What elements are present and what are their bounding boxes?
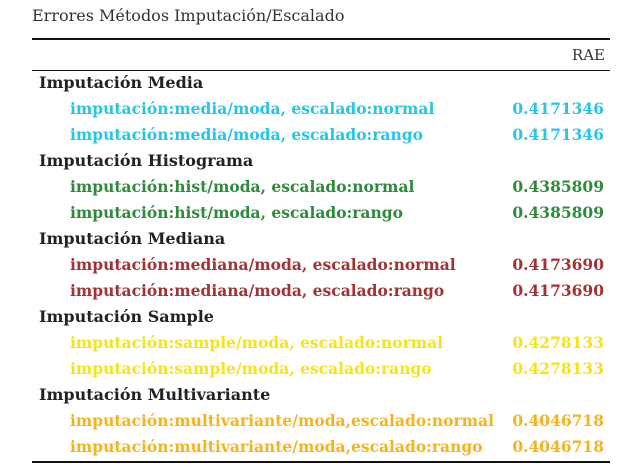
- row-label: imputación:multivariante/moda,escalado:n…: [70, 411, 494, 430]
- table-row: imputación:media/moda, escalado:rango 0.…: [32, 122, 610, 148]
- group-title: Imputación Sample: [39, 307, 214, 326]
- row-value: 0.4278133: [512, 333, 604, 352]
- row-label: imputación:multivariante/moda,escalado:r…: [70, 437, 483, 456]
- group-multivariante: Imputación Multivariante imputación:mult…: [32, 382, 610, 460]
- table-row: imputación:hist/moda, escalado:normal 0.…: [32, 174, 610, 200]
- group-mediana: Imputación Mediana imputación:mediana/mo…: [32, 226, 610, 304]
- row-value: 0.4385809: [512, 177, 604, 196]
- row-label: imputación:mediana/moda, escalado:rango: [70, 281, 445, 300]
- table-row: imputación:mediana/moda, escalado:normal…: [32, 252, 610, 278]
- row-label: imputación:sample/moda, escalado:rango: [70, 359, 432, 378]
- table-row: imputación:multivariante/moda,escalado:n…: [32, 408, 610, 434]
- table-row: imputación:mediana/moda, escalado:rango …: [32, 278, 610, 304]
- group-title: Imputación Mediana: [39, 229, 226, 248]
- row-value: 0.4173690: [512, 281, 604, 300]
- table-row: imputación:sample/moda, escalado:normal …: [32, 330, 610, 356]
- row-label: imputación:sample/moda, escalado:normal: [70, 333, 444, 352]
- row-value: 0.4171346: [512, 125, 604, 144]
- row-value: 0.4046718: [512, 411, 604, 430]
- row-label: imputación:hist/moda, escalado:normal: [70, 177, 415, 196]
- table-row: imputación:sample/moda, escalado:rango 0…: [32, 356, 610, 382]
- results-table: Imputación Media imputación:media/moda, …: [32, 70, 610, 460]
- table-caption: Errores Métodos Imputación/Escalado: [32, 6, 345, 25]
- column-header-rae: RAE: [571, 46, 605, 64]
- table-row: imputación:hist/moda, escalado:rango 0.4…: [32, 200, 610, 226]
- row-value: 0.4278133: [512, 359, 604, 378]
- table-row: imputación:media/moda, escalado:normal 0…: [32, 96, 610, 122]
- row-label: imputación:media/moda, escalado:normal: [70, 99, 435, 118]
- group-title: Imputación Multivariante: [39, 385, 271, 404]
- group-histograma: Imputación Histograma imputación:hist/mo…: [32, 148, 610, 226]
- row-label: imputación:media/moda, escalado:rango: [70, 125, 423, 144]
- group-title: Imputación Histograma: [39, 151, 254, 170]
- bottom-rule: [32, 461, 610, 463]
- row-value: 0.4385809: [512, 203, 604, 222]
- group-media: Imputación Media imputación:media/moda, …: [32, 70, 610, 148]
- group-title: Imputación Media: [39, 73, 204, 92]
- table-row: imputación:multivariante/moda,escalado:r…: [32, 434, 610, 460]
- header-rule: [32, 70, 610, 71]
- row-value: 0.4173690: [512, 255, 604, 274]
- group-sample: Imputación Sample imputación:sample/moda…: [32, 304, 610, 382]
- row-label: imputación:hist/moda, escalado:rango: [70, 203, 403, 222]
- top-rule: [32, 38, 610, 40]
- row-value: 0.4171346: [512, 99, 604, 118]
- row-label: imputación:mediana/moda, escalado:normal: [70, 255, 456, 274]
- row-value: 0.4046718: [512, 437, 604, 456]
